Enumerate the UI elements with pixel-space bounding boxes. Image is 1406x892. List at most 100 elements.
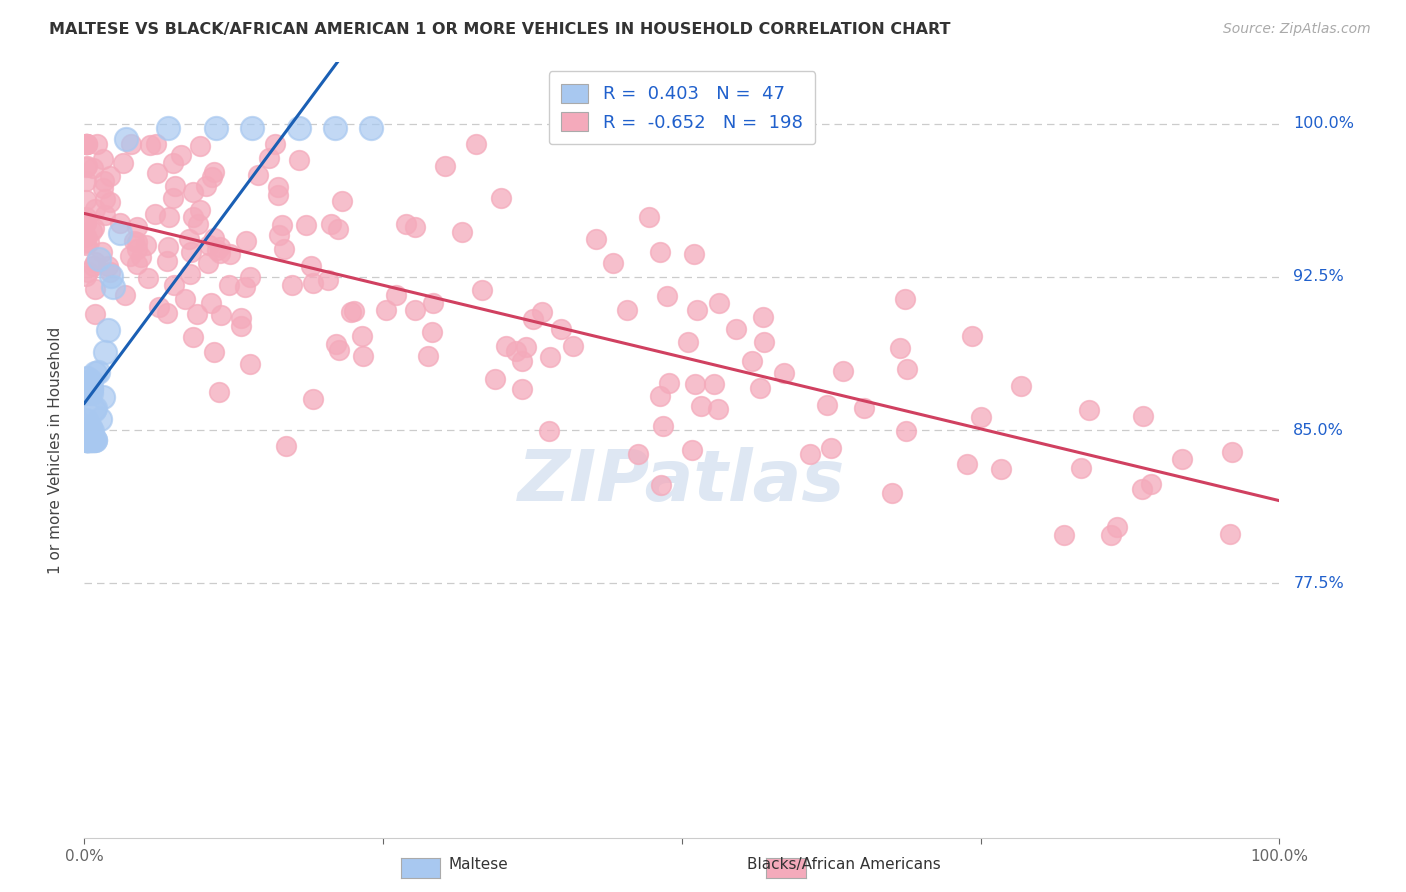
Point bbox=[340, 305, 363, 319]
Point bbox=[280, 278, 302, 293]
Point bbox=[76, 137, 98, 152]
Point bbox=[188, 203, 211, 218]
Point bbox=[748, 381, 770, 395]
Point bbox=[84, 255, 107, 269]
Point bbox=[202, 231, 225, 245]
Point bbox=[75, 160, 97, 174]
Point bbox=[538, 424, 561, 438]
Point bbox=[94, 208, 117, 222]
Point bbox=[505, 344, 527, 359]
Point bbox=[79, 434, 101, 448]
Point bbox=[815, 398, 838, 412]
Point bbox=[177, 232, 200, 246]
Point bbox=[87, 252, 110, 266]
Point bbox=[218, 278, 240, 293]
Point bbox=[100, 169, 122, 183]
Point bbox=[741, 354, 763, 368]
Point bbox=[1219, 527, 1241, 541]
Point bbox=[205, 120, 228, 135]
Point bbox=[257, 151, 280, 165]
Point bbox=[179, 267, 201, 281]
Point bbox=[118, 249, 141, 263]
Point bbox=[84, 434, 107, 448]
Point bbox=[76, 159, 98, 173]
Point bbox=[75, 434, 97, 448]
Point bbox=[108, 216, 131, 230]
Point bbox=[288, 153, 311, 167]
Point bbox=[77, 385, 100, 400]
Point bbox=[84, 366, 107, 380]
Point bbox=[893, 293, 915, 307]
Point bbox=[1140, 477, 1163, 491]
Point bbox=[108, 227, 131, 241]
Point bbox=[82, 433, 104, 447]
Point bbox=[233, 280, 256, 294]
Point bbox=[156, 240, 179, 254]
Point bbox=[562, 339, 585, 353]
Point bbox=[219, 247, 242, 261]
Point bbox=[264, 137, 287, 152]
Point bbox=[266, 187, 288, 202]
Point bbox=[115, 132, 138, 146]
Point bbox=[820, 442, 842, 456]
Point bbox=[990, 462, 1012, 476]
Point bbox=[76, 264, 98, 278]
Point bbox=[125, 243, 148, 257]
Point bbox=[375, 303, 398, 318]
Point bbox=[75, 434, 97, 448]
Point bbox=[325, 120, 347, 135]
Point bbox=[273, 242, 295, 256]
Point bbox=[416, 349, 439, 363]
Point bbox=[82, 161, 104, 175]
Point bbox=[360, 120, 382, 135]
Point bbox=[75, 386, 97, 401]
Point bbox=[676, 334, 699, 349]
Point bbox=[956, 457, 979, 471]
Point bbox=[76, 434, 98, 448]
Point bbox=[125, 235, 148, 249]
Point bbox=[970, 410, 993, 425]
Point bbox=[98, 195, 121, 210]
Point bbox=[163, 278, 186, 293]
Text: Source: ZipAtlas.com: Source: ZipAtlas.com bbox=[1223, 22, 1371, 37]
Point bbox=[209, 246, 232, 260]
Point bbox=[86, 137, 108, 152]
Y-axis label: 1 or more Vehicles in Household: 1 or more Vehicles in Household bbox=[48, 326, 63, 574]
Point bbox=[294, 218, 316, 232]
Point bbox=[433, 160, 456, 174]
Point bbox=[93, 173, 115, 187]
Point bbox=[1130, 482, 1153, 496]
Point bbox=[471, 283, 494, 297]
Point bbox=[100, 268, 122, 283]
Point bbox=[276, 439, 298, 453]
Point bbox=[181, 330, 204, 344]
Point bbox=[194, 179, 217, 194]
Point bbox=[319, 217, 342, 231]
Point bbox=[84, 202, 107, 216]
Point bbox=[484, 372, 506, 386]
Point bbox=[75, 211, 97, 225]
Point bbox=[75, 434, 97, 448]
Text: 100.0%: 100.0% bbox=[1294, 116, 1354, 131]
Point bbox=[94, 344, 117, 359]
Point bbox=[84, 434, 107, 448]
Point bbox=[239, 270, 262, 285]
Point bbox=[550, 322, 572, 336]
Point bbox=[75, 174, 97, 188]
Point bbox=[101, 280, 124, 294]
Point bbox=[330, 194, 353, 208]
Point bbox=[75, 137, 97, 152]
Point bbox=[650, 245, 672, 260]
Point bbox=[650, 389, 672, 403]
Point bbox=[80, 381, 103, 395]
Point bbox=[97, 323, 120, 337]
Point bbox=[156, 305, 179, 319]
Point bbox=[186, 307, 208, 321]
Point bbox=[352, 349, 374, 363]
Point bbox=[82, 259, 104, 273]
Point bbox=[602, 255, 624, 269]
Point bbox=[585, 232, 607, 246]
Point bbox=[652, 419, 675, 434]
Point bbox=[96, 259, 118, 273]
Point bbox=[420, 325, 443, 339]
